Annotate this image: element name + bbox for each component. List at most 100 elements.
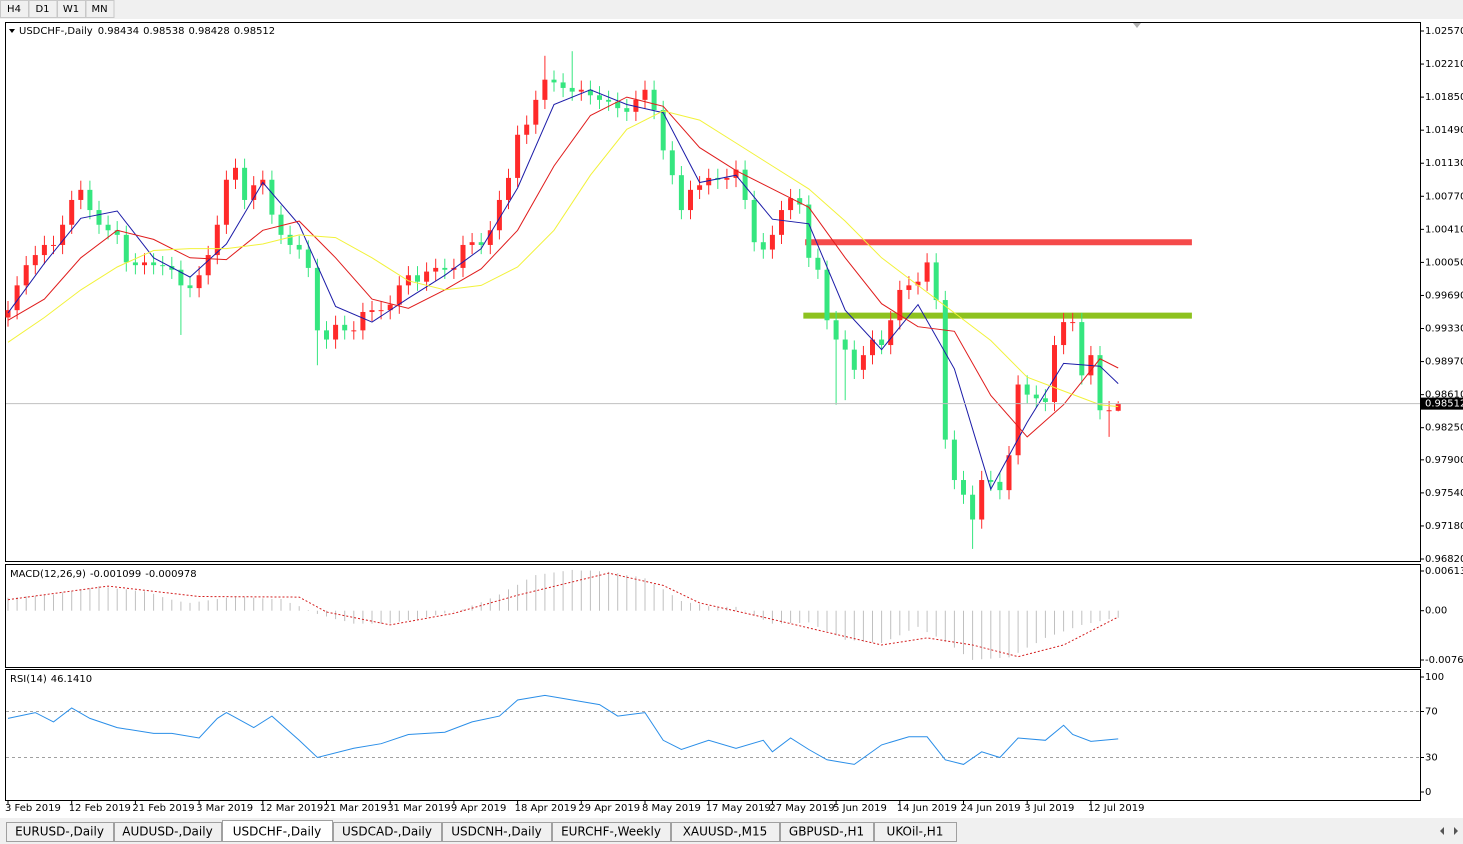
- candle-body: [915, 281, 921, 286]
- candle-body: [151, 262, 157, 266]
- candle-body: [1106, 410, 1112, 412]
- candle-body: [278, 214, 284, 235]
- candle-body: [506, 177, 511, 200]
- tab-label[interactable]: EURCHF-,Weekly: [561, 825, 661, 839]
- candle-body: [788, 198, 794, 211]
- candle-body: [815, 257, 821, 270]
- y-tick-label: 1.02210: [1425, 59, 1463, 70]
- y-tick-label: 0.97540: [1425, 488, 1463, 499]
- candle-body: [251, 185, 257, 200]
- tab-scroll-left[interactable]: [1440, 827, 1444, 835]
- candle-body: [888, 320, 894, 346]
- candle-body: [378, 310, 384, 312]
- candle-body: [187, 285, 193, 289]
- candle-body: [860, 355, 866, 370]
- tab[interactable]: [333, 822, 442, 842]
- candle-body: [469, 242, 475, 245]
- timeframe-label[interactable]: H4: [7, 4, 21, 15]
- tab[interactable]: [780, 822, 874, 842]
- candle-body: [105, 224, 111, 231]
- rsi-line: [7, 694, 1119, 765]
- candle-body: [132, 262, 138, 266]
- chart-menu-arrow[interactable]: [9, 29, 15, 33]
- x-tick-label: 5 Jun 2019: [833, 803, 887, 814]
- x-tick-label: 12 Jul 2019: [1088, 803, 1145, 814]
- tab[interactable]: [114, 822, 222, 842]
- x-tick-label: 3 Mar 2019: [196, 803, 253, 814]
- y-tick-label: 100: [1425, 672, 1444, 683]
- candle-body: [597, 95, 602, 100]
- header-open: 0.98434: [98, 26, 139, 37]
- y-tick-label: 1.01850: [1425, 92, 1463, 103]
- candle-body: [769, 234, 775, 250]
- tab-label[interactable]: GBPUSD-,H1: [789, 825, 864, 839]
- tab-label[interactable]: USDCHF-,Daily: [233, 825, 321, 839]
- tab-label[interactable]: UKOil-,H1: [887, 825, 944, 839]
- candle-body: [870, 339, 875, 356]
- timeframe-label[interactable]: W1: [63, 4, 79, 15]
- candle-body: [779, 210, 784, 235]
- candle-body: [942, 300, 948, 440]
- x-tick-label: 3 Jul 2019: [1024, 803, 1074, 814]
- candle-body: [233, 167, 238, 180]
- timeframe-label[interactable]: MN: [91, 4, 107, 15]
- toolbar: [0, 0, 1463, 19]
- tab[interactable]: [442, 822, 552, 842]
- candle-body: [897, 289, 903, 321]
- tab[interactable]: [6, 822, 114, 842]
- tab[interactable]: [671, 822, 780, 842]
- candle-body: [424, 271, 430, 282]
- tab[interactable]: [874, 822, 957, 842]
- tab-label[interactable]: USDCAD-,Daily: [342, 825, 432, 839]
- tab-label[interactable]: AUDUSD-,Daily: [122, 825, 212, 839]
- y-tick-label: -0.007612: [1425, 655, 1463, 666]
- candle-body: [1006, 455, 1012, 491]
- timeframe-button[interactable]: [85, 0, 115, 18]
- candle-body: [178, 269, 184, 286]
- tab-scroll-right[interactable]: [1454, 827, 1458, 835]
- candle-body: [41, 244, 47, 256]
- candle-body: [5, 310, 11, 318]
- y-tick-label: 1.01490: [1425, 125, 1463, 136]
- y-tick-label: 1.00410: [1425, 224, 1463, 235]
- timeframe-label[interactable]: D1: [35, 4, 49, 15]
- candle-body: [651, 89, 657, 110]
- candle-body: [760, 242, 766, 250]
- candle-body: [415, 275, 420, 282]
- candle-body: [951, 439, 957, 481]
- candle-body: [78, 189, 84, 200]
- candle-body: [988, 480, 994, 482]
- y-tick-label: 0.98610: [1425, 390, 1463, 401]
- tab-label[interactable]: EURUSD-,Daily: [15, 825, 104, 839]
- tab[interactable]: [552, 822, 671, 842]
- y-tick-label: 0.98970: [1425, 357, 1463, 368]
- candle-body: [706, 177, 712, 186]
- candle-body: [1115, 403, 1121, 411]
- candle-body: [879, 339, 885, 346]
- candle-body: [32, 255, 38, 266]
- candle-body: [296, 244, 302, 250]
- candle-body: [688, 189, 693, 211]
- candle-body: [606, 99, 612, 102]
- current-price-label: 0.98512: [1425, 399, 1463, 410]
- x-tick-label: 8 May 2019: [642, 803, 701, 814]
- candle-body: [997, 481, 1003, 491]
- y-tick-label: 1.00770: [1425, 191, 1463, 202]
- tab-active[interactable]: [222, 820, 333, 842]
- rsi-value: 46.1410: [51, 674, 92, 685]
- candle-body: [142, 262, 147, 266]
- tab-label[interactable]: USDCNH-,Daily: [451, 825, 542, 839]
- y-tick-label: 0.99690: [1425, 290, 1463, 301]
- symbol-title: USDCHF-,Daily: [19, 26, 93, 37]
- candle-body: [633, 99, 639, 112]
- x-tick-label: 12 Feb 2019: [69, 803, 131, 814]
- candle-body: [615, 101, 621, 109]
- candle-body: [733, 169, 739, 178]
- tab-label[interactable]: XAUUSD-,M15: [683, 825, 768, 839]
- candle-body: [1061, 322, 1067, 346]
- candle-body: [1024, 384, 1030, 395]
- candle-body: [396, 285, 402, 305]
- candle-body: [51, 244, 56, 246]
- candle-body: [314, 267, 320, 331]
